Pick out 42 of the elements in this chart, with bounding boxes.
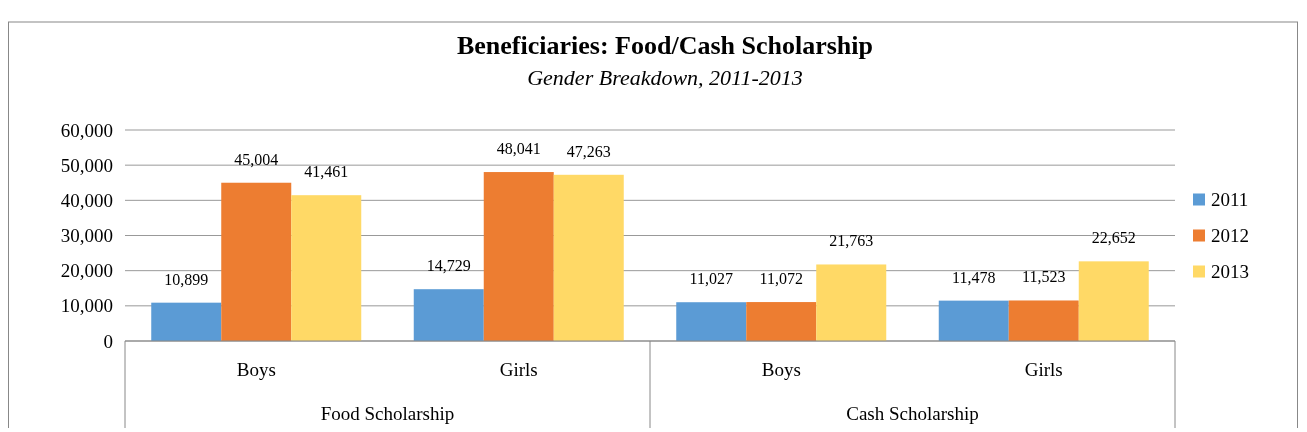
chart-title: Beneficiaries: Food/Cash Scholarship: [456, 31, 874, 60]
data-label: 41,461: [304, 163, 349, 181]
text: Cash Scholarship: [846, 403, 979, 424]
data-label: 11,027: [689, 270, 733, 288]
legend-label: 2013: [1211, 261, 1249, 283]
bar: [676, 302, 747, 341]
legend-label: 2011: [1211, 189, 1249, 211]
x-tick-label: Girls: [499, 359, 538, 380]
bar: [746, 302, 817, 341]
bar: [1008, 300, 1079, 341]
y-tick-label: 60,000: [60, 119, 113, 141]
x-tick-label: Boys: [761, 359, 801, 380]
bar: [483, 172, 554, 341]
y-tick-label: 20,000: [60, 260, 113, 282]
data-label: 11,072: [759, 270, 803, 288]
bar: [221, 182, 292, 341]
bar: [553, 174, 624, 341]
data-label: 47,263: [566, 142, 611, 160]
legend-label: 2012: [1211, 225, 1249, 247]
bar: [151, 302, 222, 341]
bar: [938, 300, 1009, 341]
y-tick-label: 30,000: [60, 225, 113, 247]
x-tick-label: Girls: [1024, 359, 1063, 380]
data-label: 22,652: [1091, 229, 1136, 247]
data-label: 21,763: [829, 232, 874, 250]
bar: [413, 289, 484, 341]
text: Food Scholarship: [320, 403, 455, 424]
x-tick-label: Boys: [236, 359, 276, 380]
bar: [816, 264, 887, 341]
data-label: 45,004: [234, 150, 279, 168]
y-tick-label: 10,000: [60, 295, 113, 317]
data-label: 10,899: [164, 270, 209, 288]
data-label: 48,041: [496, 140, 541, 158]
data-label: 14,729: [426, 257, 471, 275]
data-label: 11,478: [952, 268, 996, 286]
chart-subtitle: Gender Breakdown, 2011-2013: [527, 65, 803, 90]
bar: [291, 195, 362, 341]
y-tick-label: 0: [103, 330, 113, 352]
y-tick-label: 40,000: [60, 189, 113, 211]
y-tick-label: 50,000: [60, 154, 113, 176]
data-label: 11,523: [1022, 268, 1066, 286]
bar: [1078, 261, 1149, 341]
